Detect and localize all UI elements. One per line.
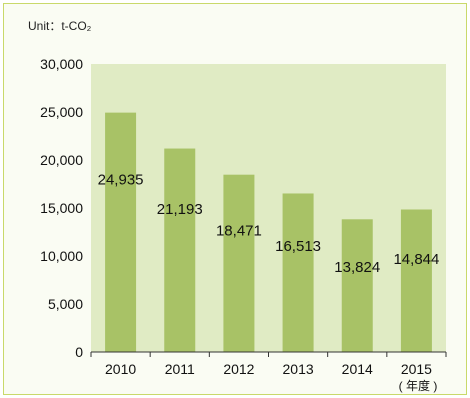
value-labels-group: 24,935 21,193 18,471 16,513 13,824 14,844	[98, 172, 440, 276]
bar	[282, 193, 314, 352]
bar	[400, 209, 432, 352]
y-tick-label: 20,000	[40, 152, 83, 168]
value-label: 14,844	[393, 251, 439, 268]
x-tick-label: 2013	[283, 361, 314, 377]
bar	[341, 219, 373, 352]
value-label: 16,513	[275, 238, 321, 255]
unit-label: Unit：t-CO₂	[28, 19, 92, 33]
y-tick-label: 25,000	[40, 104, 83, 120]
y-tick-label: 15,000	[40, 200, 83, 216]
value-label: 24,935	[98, 172, 144, 189]
x-tick-label: 2011	[165, 361, 195, 377]
y-tick-label: 10,000	[40, 248, 83, 264]
bar	[105, 112, 137, 353]
y-tick-label: 0	[75, 344, 83, 360]
x-tick-label: 2012	[223, 361, 254, 377]
fiscal-year-label: ( 年度 )	[399, 378, 438, 393]
y-tick-label: 5,000	[48, 296, 83, 312]
value-label: 18,471	[216, 223, 262, 240]
y-axis-ticks: 0 5,000 10,000 15,000 20,000 25,000 30,000	[40, 56, 83, 360]
bar	[223, 174, 255, 352]
x-tick-label: 2014	[342, 361, 373, 377]
value-label: 13,824	[334, 259, 380, 276]
chart-frame: Unit：t-CO₂ 0 5,000 10,000 15,000 20,000 25,00…	[3, 3, 467, 395]
x-tick-label: 2015	[401, 361, 432, 377]
y-tick-label: 30,000	[40, 56, 83, 72]
bars-group	[105, 112, 432, 353]
x-axis-ticks: 2010 2011 2012 2013 2014 2015	[90, 352, 447, 377]
value-label: 21,193	[157, 201, 203, 218]
plot-area	[91, 64, 446, 352]
x-tick-label: 2010	[105, 361, 136, 377]
bar	[164, 148, 196, 352]
bar-chart: Unit：t-CO₂ 0 5,000 10,000 15,000 20,000 25,00…	[28, 19, 447, 393]
